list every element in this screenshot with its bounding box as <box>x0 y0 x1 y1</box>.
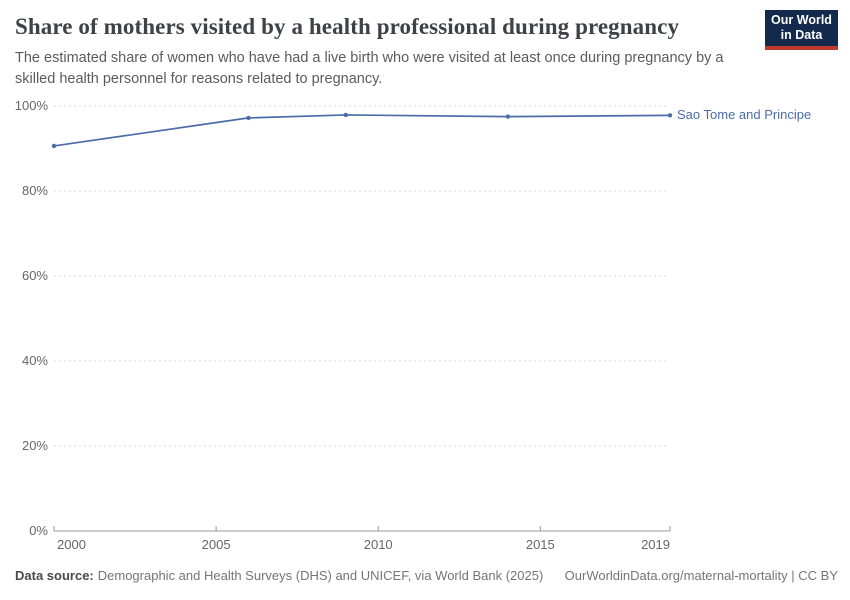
data-source-label: Data source: <box>15 568 94 583</box>
y-tick-label-100: 100% <box>14 98 48 113</box>
data-point-2019[interactable] <box>667 113 673 118</box>
x-tick-label-2000: 2000 <box>57 537 86 552</box>
data-point-2006[interactable] <box>246 115 251 121</box>
y-tick-label-40: 40% <box>21 353 48 368</box>
data-point-2009[interactable] <box>343 112 348 118</box>
chart-subtitle: The estimated share of women who have ha… <box>15 50 724 87</box>
data-source-text: Demographic and Health Surveys (DHS) and… <box>97 568 544 583</box>
series-line-sao-tome-and-principe[interactable] <box>53 114 671 147</box>
y-tick-label-0: 0% <box>29 523 48 538</box>
y-tick-label-20: 20% <box>21 438 48 453</box>
owid-logo-line2: in Data <box>780 28 823 42</box>
data-source: Data source: Demographic and Health Surve… <box>15 568 543 583</box>
chart-footer: Data source: Demographic and Health Surve… <box>15 568 838 583</box>
owid-logo-line1: Our World <box>771 13 832 27</box>
y-tick-label-80: 80% <box>21 183 48 198</box>
x-tick-label-2019: 2019 <box>641 537 670 552</box>
data-point-2014[interactable] <box>505 114 511 119</box>
page-title: Share of mothers visited by a health pro… <box>15 14 680 39</box>
owid-logo: Our World in Data <box>765 10 838 50</box>
series-label-sao-tome-and-principe[interactable]: Sao Tome and Principe <box>677 107 812 123</box>
x-tick-label-2010: 2010 <box>363 537 393 552</box>
attribution-link[interactable]: OurWorldinData.org/maternal-mortality | … <box>564 568 838 583</box>
x-tick-label-2015: 2015 <box>525 537 555 552</box>
data-point-2000[interactable] <box>51 143 57 149</box>
x-tick-label-2005: 2005 <box>201 537 231 552</box>
y-tick-label-60: 60% <box>21 268 48 283</box>
